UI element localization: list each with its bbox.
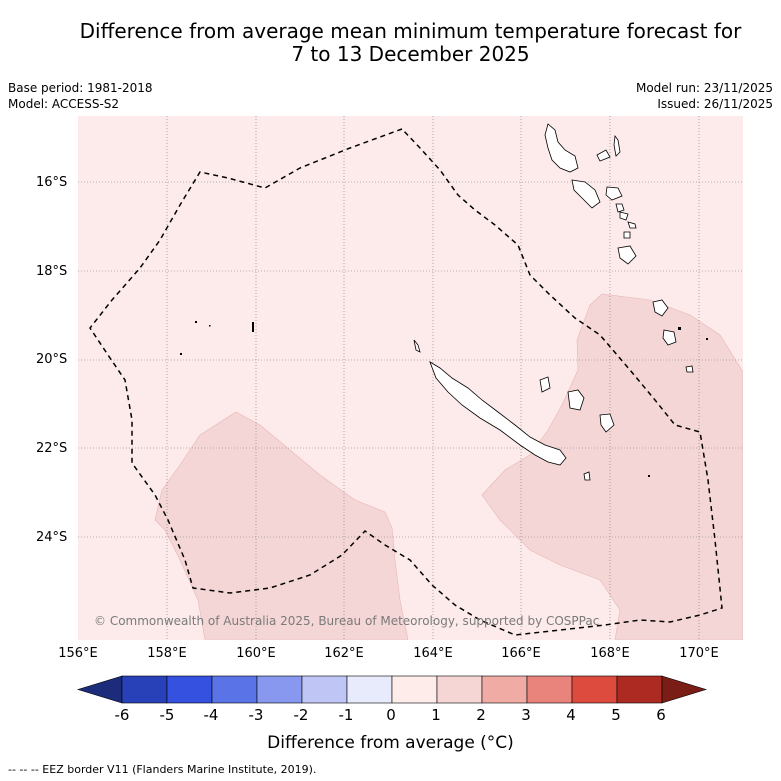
colorbar-segment <box>256 675 303 704</box>
colorbar-segment <box>166 675 213 704</box>
colorbar-tick-label: -4 <box>203 706 219 724</box>
colorbar-tick-label: 2 <box>476 706 486 724</box>
colorbar-tick-label: 3 <box>521 706 531 724</box>
lon-label-160e: 160°E <box>236 646 276 661</box>
colorbar-segment <box>571 675 618 704</box>
lat-label-24s: 24°S <box>36 530 68 545</box>
base-period: Base period: 1981-2018 <box>8 81 153 95</box>
colorbar-tick-label: -2 <box>293 706 309 724</box>
colorbar-tick-label: -6 <box>114 706 130 724</box>
lon-label-166e: 166°E <box>501 646 541 661</box>
eez-legend-footer: -- -- -- EEZ border V11 (Flanders Marine… <box>8 763 317 776</box>
colorbar-segment <box>616 675 663 704</box>
colorbar-tick-label: 1 <box>431 706 441 724</box>
anomaly-region-southwest <box>154 411 409 640</box>
colorbar-segment <box>121 675 168 704</box>
lon-label-156e: 156°E <box>58 646 98 661</box>
lon-label-170e: 170°E <box>679 646 719 661</box>
issued-date: Issued: 26/11/2025 <box>657 97 773 111</box>
lat-label-20s: 20°S <box>36 352 68 367</box>
gridlines <box>78 116 743 640</box>
meta-left: Base period: 1981-2018 Model: ACCESS-S2 <box>8 80 153 112</box>
colorbar-segment <box>526 675 573 704</box>
new-caledonia-coastline <box>413 339 615 481</box>
colorbar-tick-label: 4 <box>566 706 576 724</box>
colorbar-tick-label: 5 <box>611 706 621 724</box>
chart-title: Difference from average mean minimum tem… <box>0 20 781 66</box>
title-line-1: Difference from average mean minimum tem… <box>79 19 742 43</box>
colorbar-segment <box>481 675 528 704</box>
lon-label-158e: 158°E <box>147 646 187 661</box>
title-line-2: 7 to 13 December 2025 <box>291 42 530 66</box>
vanuatu-coastline <box>544 123 694 373</box>
lon-label-162e: 162°E <box>324 646 364 661</box>
model-run: Model run: 23/11/2025 <box>635 81 773 95</box>
small-islands <box>180 321 708 477</box>
colorbar-tick-label: 6 <box>656 706 666 724</box>
copyright-text: © Commonwealth of Australia 2025, Bureau… <box>94 614 600 628</box>
meta-right: Model run: 23/11/2025 Issued: 26/11/2025 <box>636 80 773 112</box>
colorbar-segment <box>346 675 393 704</box>
lat-label-16s: 16°S <box>36 175 68 190</box>
colorbar-extend-high <box>661 675 708 704</box>
model-name: Model: ACCESS-S2 <box>8 97 120 111</box>
colorbar-segment <box>436 675 483 704</box>
colorbar-tick-label: 0 <box>386 706 396 724</box>
lon-label-164e: 164°E <box>413 646 453 661</box>
colorbar-segment <box>211 675 258 704</box>
colorbar-segment <box>391 675 438 704</box>
lat-label-18s: 18°S <box>36 264 68 279</box>
colorbar-extend-low <box>76 675 123 704</box>
eez-border <box>89 128 723 636</box>
colorbar-tick-label: -3 <box>248 706 264 724</box>
colorbar-title: Difference from average (°C) <box>267 733 514 753</box>
lon-label-168e: 168°E <box>590 646 630 661</box>
colorbar-segment <box>301 675 348 704</box>
lat-label-22s: 22°S <box>36 441 68 456</box>
colorbar-tick-label: -5 <box>159 706 175 724</box>
colorbar-tick-label: -1 <box>338 706 354 724</box>
colorbar <box>76 675 708 704</box>
anomaly-region-east <box>481 293 743 640</box>
